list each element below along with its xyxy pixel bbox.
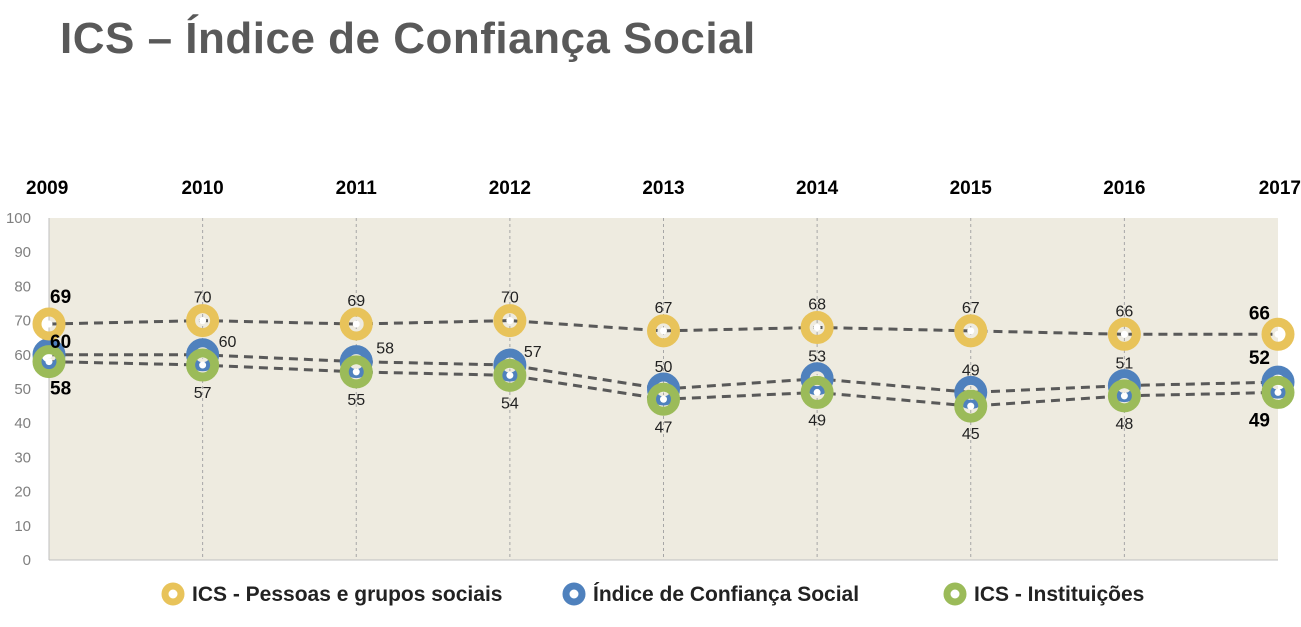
- x-tick-label: 2013: [642, 178, 684, 199]
- x-tick-label: 2011: [336, 178, 378, 199]
- data-point: [493, 358, 527, 392]
- data-label: 60: [50, 332, 71, 353]
- data-point: [1261, 375, 1295, 409]
- data-point-center: [660, 395, 667, 403]
- data-point: [32, 307, 66, 341]
- data-point: [647, 314, 680, 348]
- data-point-center: [1274, 388, 1282, 396]
- data-label: 49: [1249, 410, 1270, 431]
- data-point-center: [199, 361, 207, 369]
- data-point-center: [1120, 392, 1128, 400]
- data-label: 57: [524, 344, 542, 361]
- page-title: ICS – Índice de Confiança Social: [60, 14, 756, 63]
- data-point: [1107, 379, 1141, 413]
- data-label: 54: [501, 395, 519, 412]
- data-point-center: [813, 323, 821, 331]
- data-point-center: [967, 327, 975, 335]
- data-label: 53: [808, 349, 826, 366]
- data-label: 57: [194, 385, 212, 402]
- data-point-center: [660, 327, 667, 335]
- legend-label: ICS - Instituições: [974, 583, 1144, 606]
- data-point-center: [199, 317, 207, 325]
- legend-marker: [562, 582, 586, 606]
- data-label: 55: [347, 392, 365, 409]
- data-point-center: [813, 388, 821, 396]
- x-tick-label: 2012: [489, 178, 531, 199]
- data-label: 48: [1115, 416, 1133, 433]
- y-tick-label: 60: [14, 347, 31, 364]
- x-tick-label: 2014: [796, 178, 839, 199]
- data-label: 70: [194, 290, 212, 307]
- data-label: 45: [962, 426, 980, 443]
- x-tick-label: 2017: [1259, 178, 1301, 199]
- data-point-center: [506, 317, 514, 325]
- data-label: 66: [1249, 303, 1270, 324]
- data-point: [186, 348, 220, 382]
- data-point: [32, 345, 66, 379]
- data-point-center: [967, 402, 975, 410]
- data-point: [800, 375, 834, 409]
- data-label: 49: [962, 362, 980, 379]
- data-label: 49: [808, 412, 826, 429]
- data-label: 50: [655, 359, 673, 376]
- data-point: [339, 307, 373, 341]
- y-tick-label: 10: [14, 518, 31, 535]
- data-point-center: [1274, 330, 1282, 338]
- data-point: [1261, 317, 1295, 351]
- legend-marker: [943, 582, 967, 606]
- data-point: [1107, 317, 1141, 351]
- y-tick-label: 0: [23, 552, 31, 569]
- data-point: [954, 314, 988, 348]
- x-tick-label: 2015: [950, 178, 993, 199]
- y-tick-label: 20: [14, 484, 31, 501]
- x-tick-label: 2016: [1103, 178, 1145, 199]
- data-point-center: [45, 320, 53, 328]
- data-label: 67: [655, 300, 673, 317]
- data-point-center: [352, 368, 360, 376]
- data-label: 68: [808, 296, 826, 313]
- data-point: [954, 389, 988, 423]
- y-tick-label: 70: [14, 313, 31, 330]
- data-point-center: [506, 371, 514, 379]
- data-label: 47: [655, 419, 673, 436]
- y-tick-label: 90: [14, 244, 31, 261]
- data-point: [339, 355, 373, 389]
- legend-label: ICS - Pessoas e grupos sociais: [192, 583, 502, 606]
- data-point: [186, 304, 220, 338]
- legend-marker: [161, 582, 185, 606]
- data-label: 69: [50, 287, 71, 308]
- x-tick-label: 2009: [26, 178, 68, 199]
- x-tick-label: 2010: [181, 178, 223, 199]
- data-label: 60: [219, 334, 237, 351]
- data-label: 67: [962, 300, 980, 317]
- data-label: 51: [1115, 356, 1133, 373]
- data-point: [647, 382, 680, 416]
- series-line-0: [48, 319, 1278, 336]
- data-label: 52: [1249, 348, 1270, 369]
- data-label: 69: [347, 293, 365, 310]
- data-point-center: [352, 320, 360, 328]
- data-label: 58: [376, 341, 394, 358]
- data-point-center: [1120, 330, 1128, 338]
- data-point: [800, 310, 834, 344]
- y-tick-label: 100: [6, 210, 31, 227]
- y-tick-label: 80: [14, 278, 31, 295]
- y-tick-label: 40: [14, 415, 31, 432]
- legend-label: Índice de Confiança Social: [593, 583, 859, 606]
- data-label: 66: [1115, 303, 1133, 320]
- data-label: 70: [501, 290, 519, 307]
- data-point: [493, 304, 527, 338]
- y-tick-label: 30: [14, 449, 31, 466]
- data-point-center: [45, 358, 53, 366]
- y-tick-label: 50: [14, 381, 31, 398]
- data-label: 58: [50, 379, 71, 400]
